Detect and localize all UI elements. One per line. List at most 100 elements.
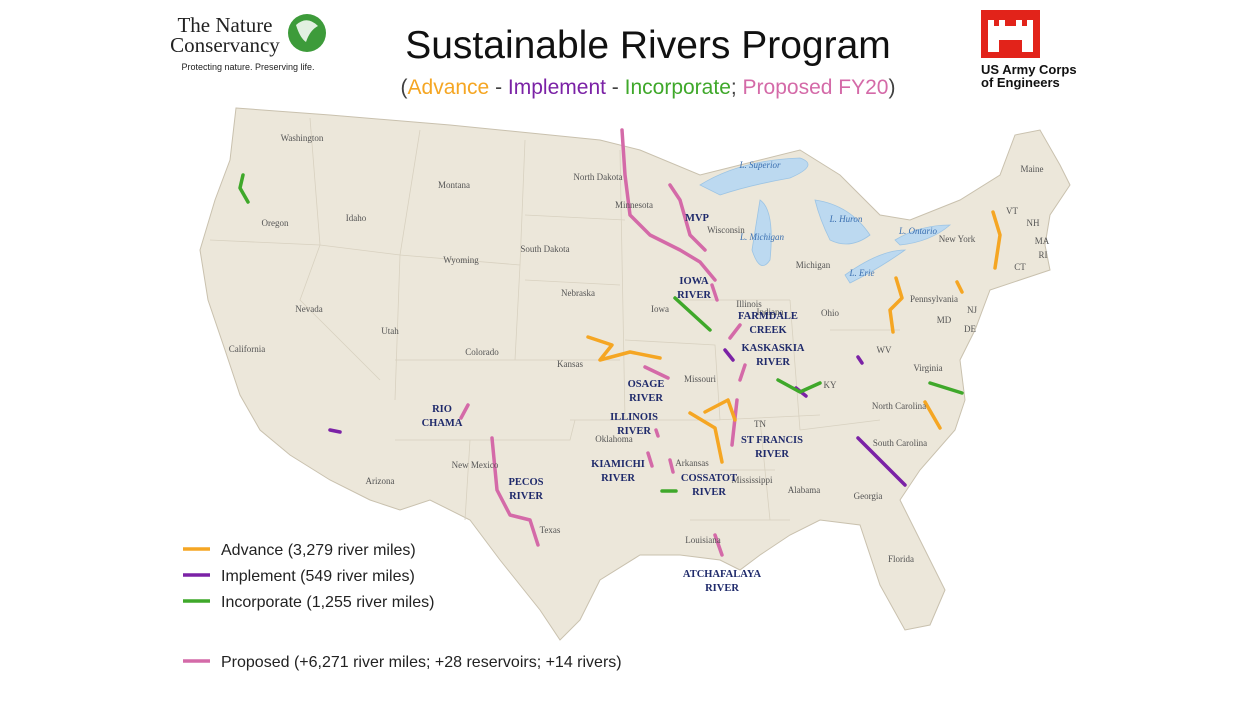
state-label: Texas	[540, 525, 561, 535]
river-segment	[654, 428, 660, 438]
lake-label: L. Ontario	[898, 226, 938, 236]
legend: Advance (3,279 river miles) Implement (54…	[183, 542, 622, 671]
subtitle-part: Advance	[408, 76, 490, 99]
state-label: KY	[824, 380, 837, 390]
state-label: Pennsylvania	[910, 294, 958, 304]
river-label: RIVER	[755, 449, 789, 460]
state-label: New Mexico	[452, 460, 499, 470]
legend-label: Proposed (+6,271 river miles; +28 reserv…	[221, 654, 622, 671]
river-label: RIVER	[601, 473, 635, 484]
river-label: CREEK	[749, 325, 787, 336]
river-segment	[776, 378, 822, 394]
great-lakes	[699, 157, 952, 284]
river-label: IOWA	[679, 276, 709, 287]
river-label: MVP	[685, 213, 709, 224]
state-label: Minnesota	[615, 200, 653, 210]
river-label: RIVER	[629, 393, 663, 404]
river-segment	[490, 436, 540, 547]
river-segment	[928, 381, 964, 395]
state-label: CT	[1014, 262, 1026, 272]
state-label: NJ	[967, 305, 977, 315]
state-label: MD	[937, 315, 952, 325]
river-segment	[991, 210, 1002, 270]
state-label: North Dakota	[573, 172, 622, 182]
river-label: RIO	[432, 404, 452, 415]
river-segment	[955, 280, 964, 294]
subtitle-part: Incorporate	[625, 76, 731, 99]
state-label: MA	[1035, 236, 1050, 246]
river-segment	[856, 355, 864, 365]
legend-label: Incorporate (1,255 river miles)	[221, 594, 434, 611]
river-segment	[730, 398, 739, 447]
river-segment	[643, 365, 670, 380]
state-label: NH	[1027, 218, 1040, 228]
river-label: RIVER	[509, 491, 543, 502]
usace-name: of Engineers	[981, 75, 1060, 90]
state-label: Indiana	[757, 307, 784, 317]
lake-label: L. Michigan	[739, 232, 784, 242]
subtitle-part: (	[401, 76, 408, 99]
legend-label: Advance (3,279 river miles)	[221, 542, 416, 559]
river-segment	[728, 323, 742, 340]
state-label: California	[229, 344, 266, 354]
state-label: Arizona	[366, 476, 395, 486]
state-label: DE	[964, 324, 976, 334]
river-segment	[723, 348, 735, 362]
state-label: RI	[1039, 250, 1048, 260]
legend-label: Implement (549 river miles)	[221, 568, 415, 585]
state-label: TN	[754, 419, 766, 429]
state-label: South Carolina	[873, 438, 927, 448]
state-label: Utah	[381, 326, 399, 336]
river-label: KASKASKIA	[741, 343, 804, 354]
usace-castle-shape	[988, 20, 1033, 52]
tnc-name: The Nature	[177, 13, 272, 37]
river-segment	[923, 400, 942, 430]
river-segment	[738, 363, 747, 382]
river-segment	[620, 128, 717, 282]
river-segment	[710, 283, 719, 302]
river-label: COSSATOT	[681, 473, 737, 484]
subtitle-part: ;	[731, 76, 743, 99]
state-label: Montana	[438, 180, 470, 190]
state-label: Oregon	[262, 218, 289, 228]
river-label: KIAMICHI	[591, 459, 645, 470]
subtitle-part: Proposed FY20	[743, 76, 889, 99]
map	[199, 107, 1071, 641]
state-label: South Dakota	[520, 244, 569, 254]
river-label: ILLINOIS	[610, 412, 658, 423]
tnc-tagline: Protecting nature. Preserving life.	[181, 62, 314, 72]
river-label: PECOS	[508, 477, 543, 488]
state-label: Virginia	[913, 363, 942, 373]
tnc-logo: The Nature Conservancy Protecting nature…	[170, 13, 326, 72]
state-label: Wyoming	[443, 255, 479, 265]
river-label: FARMDALE	[738, 311, 798, 322]
river-segment	[668, 183, 707, 252]
river-segment	[713, 533, 724, 557]
state-label: Nebraska	[561, 288, 595, 298]
river-label: RIVER	[692, 487, 726, 498]
state-label: Kansas	[557, 359, 583, 369]
river-label: RIVER	[705, 583, 739, 594]
river-segment	[646, 451, 654, 468]
tnc-leaf	[296, 20, 318, 42]
state-label: Maine	[1021, 164, 1044, 174]
state-label: Alabama	[788, 485, 820, 495]
state-label: Louisiana	[685, 535, 721, 545]
state-label: Mississippi	[731, 475, 773, 485]
river-label: CHAMA	[422, 418, 463, 429]
state-label: Georgia	[854, 491, 883, 501]
state-label: WV	[877, 345, 892, 355]
subtitle-part: )	[888, 76, 895, 99]
river-segment	[673, 296, 712, 332]
state-label: Idaho	[346, 213, 367, 223]
river-label: RIVER	[617, 426, 651, 437]
river-label: ST FRANCIS	[741, 435, 803, 446]
state-label: Michigan	[796, 260, 831, 270]
river-label: ATCHAFALAYA	[683, 569, 762, 580]
river-segment	[668, 458, 675, 474]
river-segment	[703, 398, 737, 422]
state-label: New York	[939, 234, 976, 244]
state-label: Nevada	[295, 304, 322, 314]
state-label: Florida	[888, 554, 914, 564]
